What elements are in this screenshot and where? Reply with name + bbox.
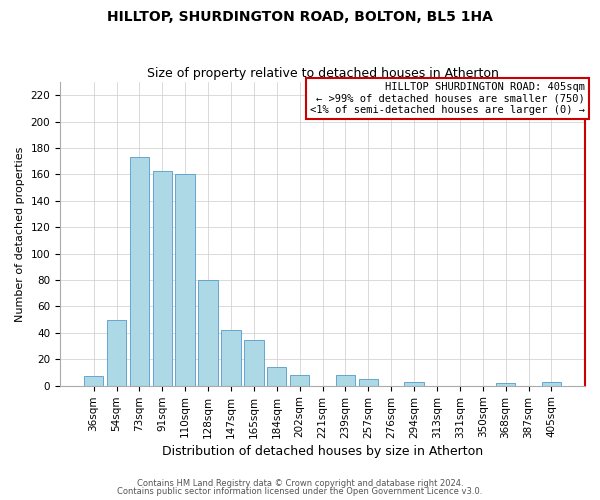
Bar xyxy=(267,367,286,386)
Bar xyxy=(359,379,378,386)
Bar xyxy=(335,375,355,386)
Y-axis label: Number of detached properties: Number of detached properties xyxy=(15,146,25,322)
Bar xyxy=(199,280,218,386)
Text: Contains HM Land Registry data © Crown copyright and database right 2024.: Contains HM Land Registry data © Crown c… xyxy=(137,478,463,488)
Text: Contains public sector information licensed under the Open Government Licence v3: Contains public sector information licen… xyxy=(118,487,482,496)
Bar xyxy=(107,320,126,386)
Bar xyxy=(84,376,103,386)
Bar xyxy=(152,170,172,386)
Bar xyxy=(130,158,149,386)
Bar xyxy=(221,330,241,386)
Bar xyxy=(290,375,310,386)
Bar xyxy=(404,382,424,386)
Bar xyxy=(175,174,195,386)
Bar xyxy=(244,340,263,386)
Bar xyxy=(542,382,561,386)
Title: Size of property relative to detached houses in Atherton: Size of property relative to detached ho… xyxy=(146,66,499,80)
Text: HILLTOP SHURDINGTON ROAD: 405sqm
← >99% of detached houses are smaller (750)
<1%: HILLTOP SHURDINGTON ROAD: 405sqm ← >99% … xyxy=(310,82,585,116)
Bar xyxy=(496,383,515,386)
Text: HILLTOP, SHURDINGTON ROAD, BOLTON, BL5 1HA: HILLTOP, SHURDINGTON ROAD, BOLTON, BL5 1… xyxy=(107,10,493,24)
X-axis label: Distribution of detached houses by size in Atherton: Distribution of detached houses by size … xyxy=(162,444,483,458)
